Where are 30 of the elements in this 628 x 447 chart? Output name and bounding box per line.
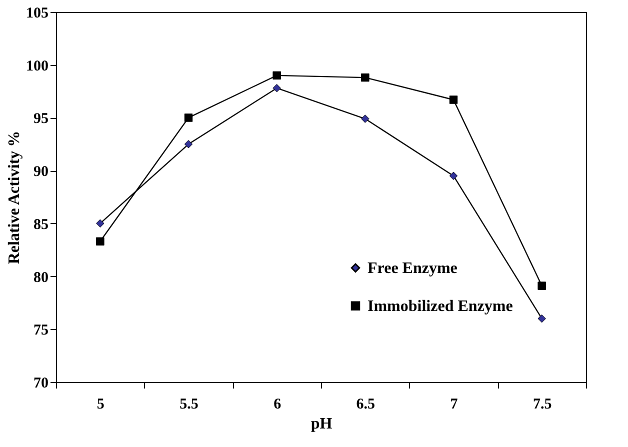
point: [184, 140, 193, 148]
y-tick-label: 75: [34, 322, 48, 339]
x-tick-label: 5.5: [180, 396, 198, 412]
point: [361, 114, 370, 123]
y-tick-label: 95: [34, 111, 48, 128]
x-axis-title: pH: [310, 416, 333, 432]
y-tick-label: 90: [34, 164, 48, 180]
point: [272, 71, 281, 80]
point: [184, 114, 193, 122]
point: [96, 237, 104, 246]
legend-label: Free Enzyme: [368, 260, 458, 277]
legend-label: Immobilized Enzyme: [368, 298, 513, 315]
point: [96, 219, 104, 228]
point: [272, 84, 281, 92]
y-tick-label: 105: [26, 6, 48, 22]
x-tick-label: 6: [274, 396, 282, 412]
x-tick-label: 7.5: [532, 396, 552, 412]
x-tick-label: 6.5: [356, 396, 376, 412]
point: [361, 73, 370, 82]
x-tick-label: 7: [450, 396, 458, 412]
point: [449, 172, 458, 180]
y-tick-label: 100: [26, 58, 48, 74]
x-tick-label: 5: [96, 396, 104, 412]
y-axis-title: Relative Activity %: [6, 130, 23, 264]
y-tick-label: 80: [34, 270, 48, 286]
point: [449, 96, 458, 104]
y-tick-label: 70: [34, 376, 48, 392]
point: [538, 282, 546, 290]
point: [538, 314, 546, 323]
y-tick-label: 85: [34, 216, 48, 233]
